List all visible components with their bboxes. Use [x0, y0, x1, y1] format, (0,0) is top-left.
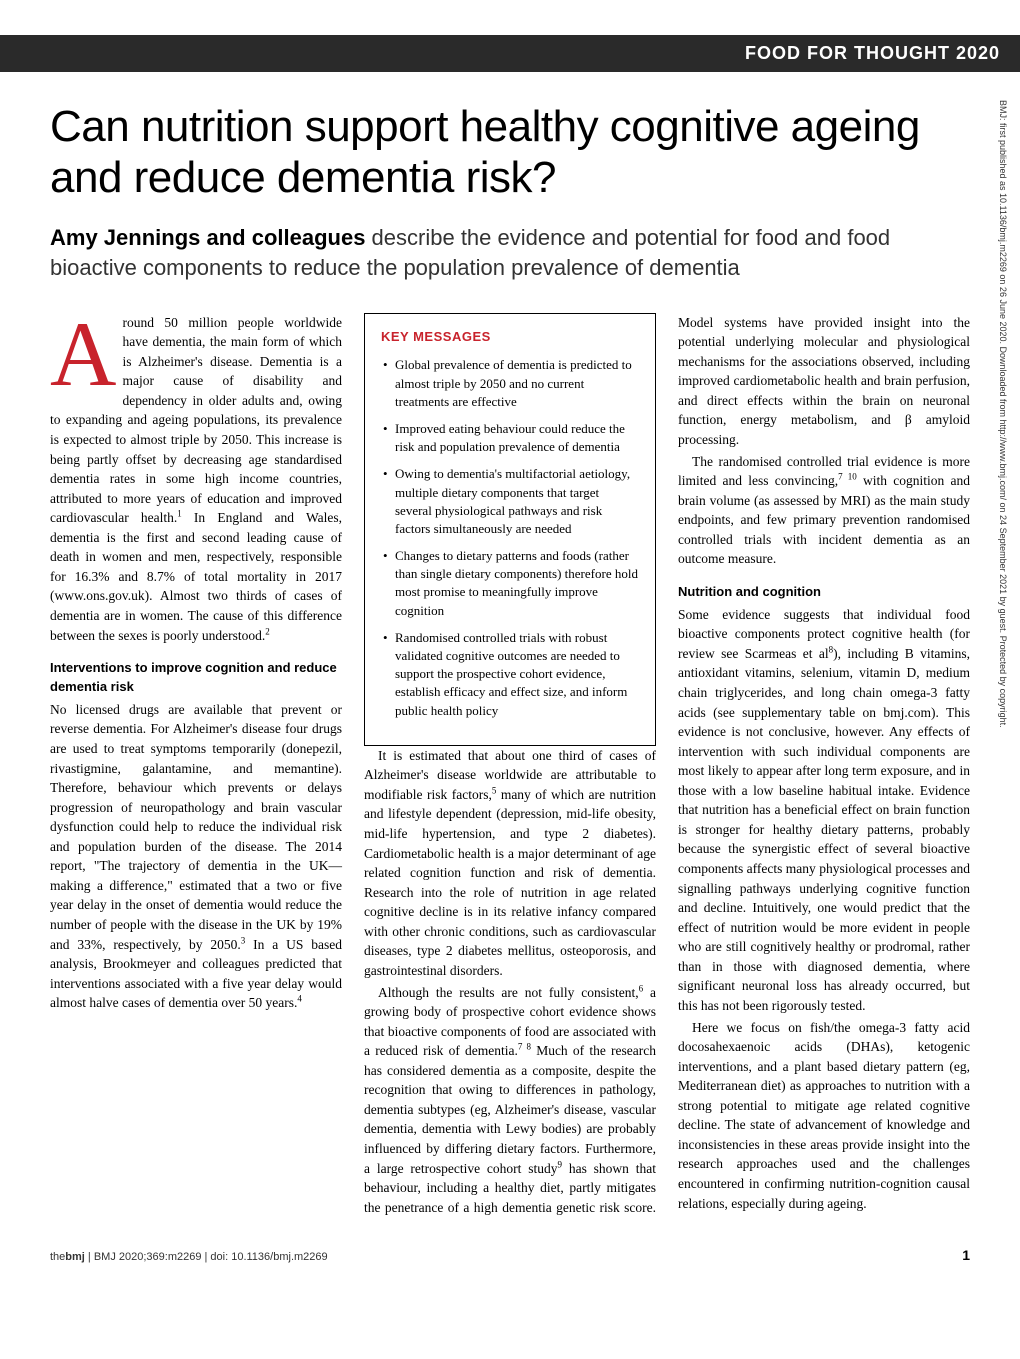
page-number: 1 — [962, 1247, 970, 1263]
article-title: Can nutrition support healthy cognitive … — [50, 102, 970, 203]
para-6: Some evidence suggests that individual f… — [678, 605, 970, 1016]
heading-interventions: Interventions to improve cognition and r… — [50, 659, 342, 697]
side-citation: BMJ: first published as 10.1136/bmj.m226… — [998, 100, 1008, 1300]
footer: thebmj | BMJ 2020;369:m2269 | doi: 10.11… — [50, 1247, 970, 1263]
key-messages-box: KEY MESSAGES Global prevalence of dement… — [364, 313, 656, 746]
para-5: The randomised controlled trial evidence… — [678, 452, 970, 569]
key-messages-title: KEY MESSAGES — [381, 328, 639, 347]
key-message-item: Owing to dementia's multifactorial aetio… — [381, 465, 639, 538]
key-message-item: Global prevalence of dementia is predict… — [381, 356, 639, 411]
authors: Amy Jennings and colleagues — [50, 225, 365, 250]
page: BMJ: first published as 10.1136/bmj.m226… — [0, 0, 1020, 1288]
footer-citation: thebmj | BMJ 2020;369:m2269 | doi: 10.11… — [50, 1251, 328, 1263]
body-columns: Around 50 million people worldwide have … — [50, 313, 970, 1218]
key-messages-list: Global prevalence of dementia is predict… — [381, 356, 639, 719]
key-message-item: Changes to dietary patterns and foods (r… — [381, 547, 639, 620]
header-band: FOOD FOR THOUGHT 2020 — [0, 35, 1020, 72]
para-1: Around 50 million people worldwide have … — [50, 313, 342, 646]
para-2: No licensed drugs are available that pre… — [50, 700, 342, 1013]
para-3: It is estimated that about one third of … — [364, 746, 656, 981]
para-7: Here we focus on fish/the omega-3 fatty … — [678, 1018, 970, 1214]
key-message-item: Improved eating behaviour could reduce t… — [381, 420, 639, 456]
heading-nutrition: Nutrition and cognition — [678, 583, 970, 602]
dropcap: A — [50, 313, 122, 392]
article-subtitle: Amy Jennings and colleagues describe the… — [50, 223, 970, 282]
key-message-item: Randomised controlled trials with robust… — [381, 629, 639, 720]
